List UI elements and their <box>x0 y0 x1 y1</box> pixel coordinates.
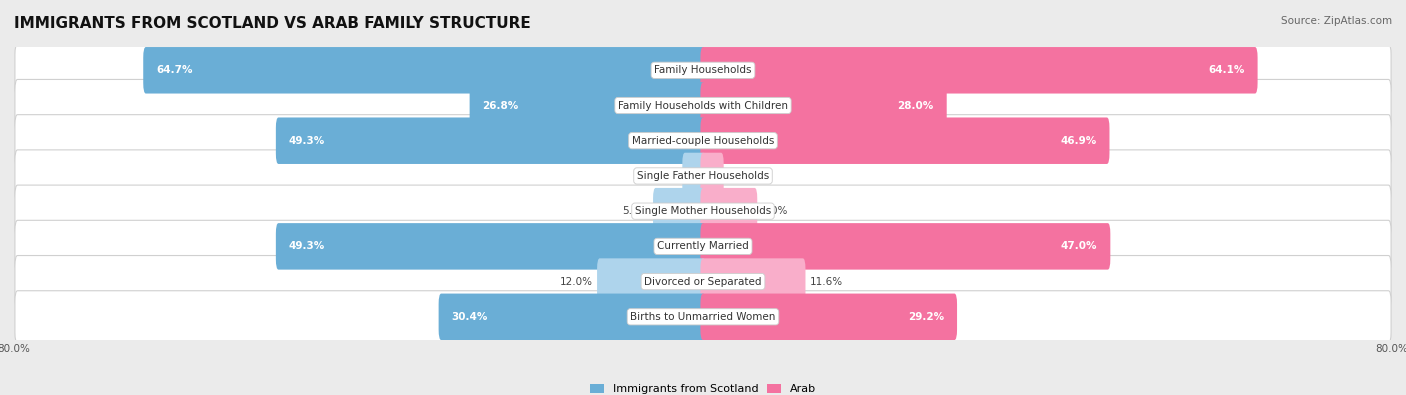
FancyBboxPatch shape <box>682 153 706 199</box>
Text: 11.6%: 11.6% <box>810 276 844 287</box>
FancyBboxPatch shape <box>700 117 1109 164</box>
FancyBboxPatch shape <box>652 188 706 234</box>
FancyBboxPatch shape <box>15 79 1391 132</box>
Text: 49.3%: 49.3% <box>288 241 325 251</box>
FancyBboxPatch shape <box>15 44 1391 96</box>
FancyBboxPatch shape <box>15 291 1391 343</box>
FancyBboxPatch shape <box>700 223 1111 270</box>
Text: Single Mother Households: Single Mother Households <box>636 206 770 216</box>
FancyBboxPatch shape <box>700 153 724 199</box>
FancyBboxPatch shape <box>470 82 706 129</box>
Text: 5.5%: 5.5% <box>623 206 648 216</box>
Text: 46.9%: 46.9% <box>1060 136 1097 146</box>
Text: Births to Unmarried Women: Births to Unmarried Women <box>630 312 776 322</box>
FancyBboxPatch shape <box>15 150 1391 202</box>
FancyBboxPatch shape <box>276 117 706 164</box>
FancyBboxPatch shape <box>439 293 706 340</box>
Text: 12.0%: 12.0% <box>560 276 593 287</box>
FancyBboxPatch shape <box>700 82 946 129</box>
FancyBboxPatch shape <box>700 47 1257 94</box>
Text: Single Father Households: Single Father Households <box>637 171 769 181</box>
Text: Divorced or Separated: Divorced or Separated <box>644 276 762 287</box>
FancyBboxPatch shape <box>598 258 706 305</box>
Text: 2.1%: 2.1% <box>651 171 678 181</box>
FancyBboxPatch shape <box>700 293 957 340</box>
Text: Family Households: Family Households <box>654 65 752 75</box>
Text: 6.0%: 6.0% <box>762 206 787 216</box>
Text: 49.3%: 49.3% <box>288 136 325 146</box>
FancyBboxPatch shape <box>15 256 1391 308</box>
Text: 28.0%: 28.0% <box>897 100 934 111</box>
Text: 2.1%: 2.1% <box>728 171 755 181</box>
Text: Currently Married: Currently Married <box>657 241 749 251</box>
Text: 64.7%: 64.7% <box>156 65 193 75</box>
Text: 30.4%: 30.4% <box>451 312 488 322</box>
FancyBboxPatch shape <box>143 47 706 94</box>
FancyBboxPatch shape <box>700 188 758 234</box>
FancyBboxPatch shape <box>700 258 806 305</box>
Text: IMMIGRANTS FROM SCOTLAND VS ARAB FAMILY STRUCTURE: IMMIGRANTS FROM SCOTLAND VS ARAB FAMILY … <box>14 16 531 31</box>
FancyBboxPatch shape <box>15 185 1391 237</box>
FancyBboxPatch shape <box>15 115 1391 167</box>
Text: Source: ZipAtlas.com: Source: ZipAtlas.com <box>1281 16 1392 26</box>
Legend: Immigrants from Scotland, Arab: Immigrants from Scotland, Arab <box>586 379 820 395</box>
Text: Married-couple Households: Married-couple Households <box>631 136 775 146</box>
Text: 64.1%: 64.1% <box>1208 65 1244 75</box>
FancyBboxPatch shape <box>15 220 1391 273</box>
FancyBboxPatch shape <box>276 223 706 270</box>
Text: 47.0%: 47.0% <box>1062 241 1098 251</box>
Text: 26.8%: 26.8% <box>482 100 519 111</box>
Text: 29.2%: 29.2% <box>908 312 945 322</box>
Text: Family Households with Children: Family Households with Children <box>619 100 787 111</box>
